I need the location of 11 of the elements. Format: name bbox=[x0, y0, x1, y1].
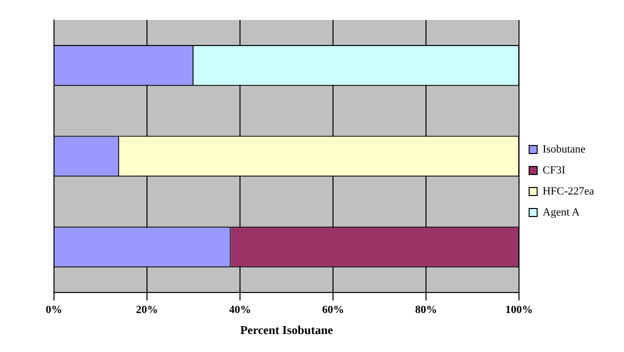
legend-label: Isobutane bbox=[542, 143, 586, 156]
x-tick-label: 0% bbox=[46, 304, 62, 316]
x-tick-label: 80% bbox=[415, 304, 438, 316]
x-tick-label: 40% bbox=[229, 304, 252, 316]
x-tick-label: 100% bbox=[505, 304, 533, 316]
x-tick-label: 60% bbox=[322, 304, 344, 316]
x-axis-title: Percent Isobutane bbox=[240, 322, 334, 337]
legend-label: Agent A bbox=[542, 206, 580, 218]
legend-label: HFC-227ea bbox=[542, 185, 594, 198]
x-tick-label: 20% bbox=[136, 304, 158, 316]
legend-label: CF3I bbox=[542, 164, 566, 176]
